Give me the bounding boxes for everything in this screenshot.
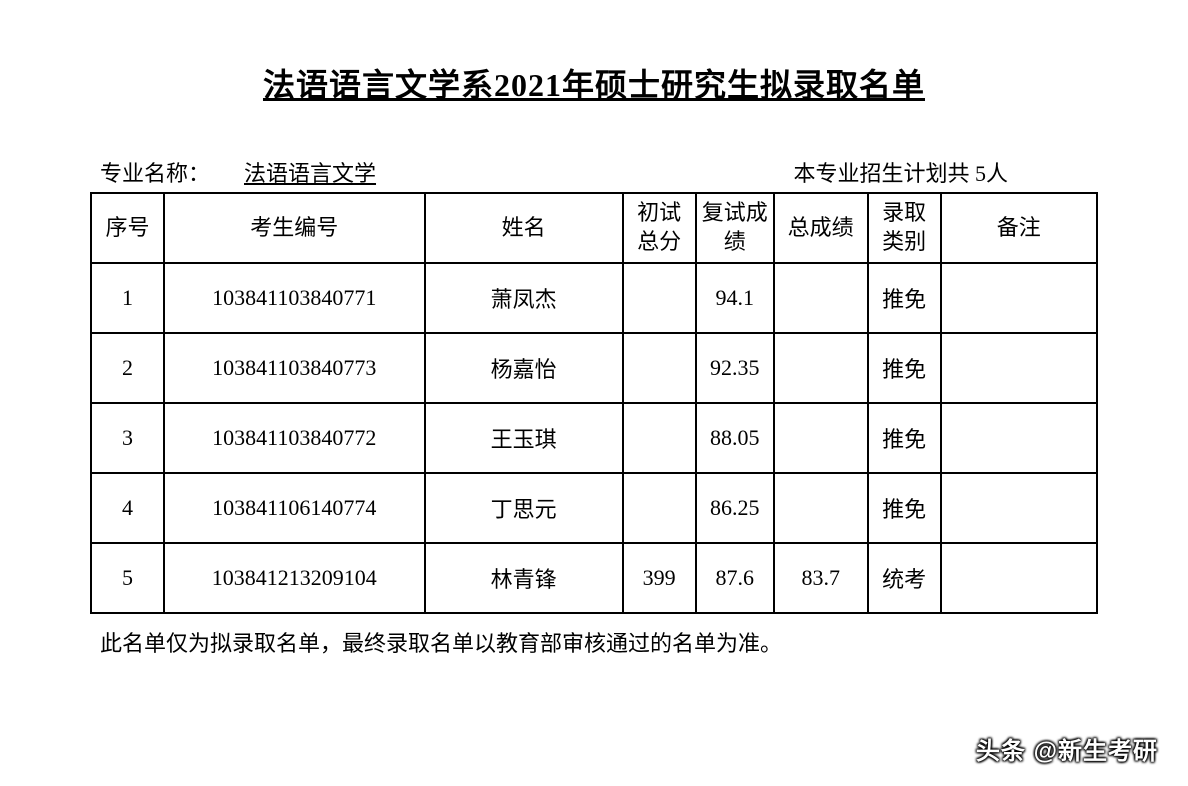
- col-header-type: 录取类别: [868, 193, 941, 263]
- table-row: 4103841106140774丁思元 86.25 推免: [91, 473, 1097, 543]
- cell-prelim: 399: [623, 543, 696, 613]
- cell-remark: [941, 543, 1097, 613]
- cell-name: 林青锋: [425, 543, 623, 613]
- major-value: 法语语言文学: [210, 156, 410, 188]
- cell-total: [774, 403, 868, 473]
- meta-row: 专业名称： 法语语言文学 本专业招生计划共 5人: [90, 156, 1098, 188]
- page-title: 法语语言文学系2021年硕士研究生拟录取名单: [90, 60, 1098, 106]
- footnote: 此名单仅为拟录取名单，最终录取名单以教育部审核通过的名单为准。: [90, 626, 1098, 658]
- cell-total: 83.7: [774, 543, 868, 613]
- col-header-name: 姓名: [425, 193, 623, 263]
- cell-seq: 3: [91, 403, 164, 473]
- cell-retest: 86.25: [696, 473, 774, 543]
- cell-remark: [941, 333, 1097, 403]
- cell-retest: 88.05: [696, 403, 774, 473]
- cell-name: 杨嘉怡: [425, 333, 623, 403]
- watermark: 头条 @新生考研: [976, 731, 1158, 766]
- cell-remark: [941, 403, 1097, 473]
- cell-type: 推免: [868, 473, 941, 543]
- table-row: 5103841213209104林青锋39987.683.7统考: [91, 543, 1097, 613]
- col-header-total: 总成绩: [774, 193, 868, 263]
- cell-name: 萧凤杰: [425, 263, 623, 333]
- cell-id: 103841106140774: [164, 473, 425, 543]
- table-header-row: 序号 考生编号 姓名 初试总分 复试成绩 总成绩 录取类别 备注: [91, 193, 1097, 263]
- cell-id: 103841213209104: [164, 543, 425, 613]
- cell-type: 推免: [868, 263, 941, 333]
- cell-id: 103841103840773: [164, 333, 425, 403]
- major-label: 专业名称：: [100, 156, 210, 188]
- cell-total: [774, 473, 868, 543]
- meta-left: 专业名称： 法语语言文学: [100, 156, 410, 188]
- col-header-id: 考生编号: [164, 193, 425, 263]
- cell-id: 103841103840772: [164, 403, 425, 473]
- cell-id: 103841103840771: [164, 263, 425, 333]
- cell-total: [774, 333, 868, 403]
- cell-prelim: [623, 333, 696, 403]
- col-header-remark: 备注: [941, 193, 1097, 263]
- cell-type: 推免: [868, 403, 941, 473]
- cell-retest: 92.35: [696, 333, 774, 403]
- cell-prelim: [623, 263, 696, 333]
- cell-seq: 2: [91, 333, 164, 403]
- cell-retest: 94.1: [696, 263, 774, 333]
- cell-name: 王玉琪: [425, 403, 623, 473]
- cell-total: [774, 263, 868, 333]
- admission-table: 序号 考生编号 姓名 初试总分 复试成绩 总成绩 录取类别 备注 1103841…: [90, 192, 1098, 614]
- cell-name: 丁思元: [425, 473, 623, 543]
- table-row: 2103841103840773杨嘉怡 92.35 推免: [91, 333, 1097, 403]
- cell-prelim: [623, 473, 696, 543]
- cell-seq: 1: [91, 263, 164, 333]
- cell-prelim: [623, 403, 696, 473]
- plan-text: 本专业招生计划共 5人: [793, 156, 1088, 188]
- cell-seq: 4: [91, 473, 164, 543]
- cell-remark: [941, 473, 1097, 543]
- table-row: 1103841103840771萧凤杰 94.1 推免: [91, 263, 1097, 333]
- col-header-seq: 序号: [91, 193, 164, 263]
- cell-type: 推免: [868, 333, 941, 403]
- col-header-retest: 复试成绩: [696, 193, 774, 263]
- cell-seq: 5: [91, 543, 164, 613]
- table-row: 3103841103840772王玉琪 88.05 推免: [91, 403, 1097, 473]
- cell-retest: 87.6: [696, 543, 774, 613]
- col-header-prelim: 初试总分: [623, 193, 696, 263]
- cell-type: 统考: [868, 543, 941, 613]
- cell-remark: [941, 263, 1097, 333]
